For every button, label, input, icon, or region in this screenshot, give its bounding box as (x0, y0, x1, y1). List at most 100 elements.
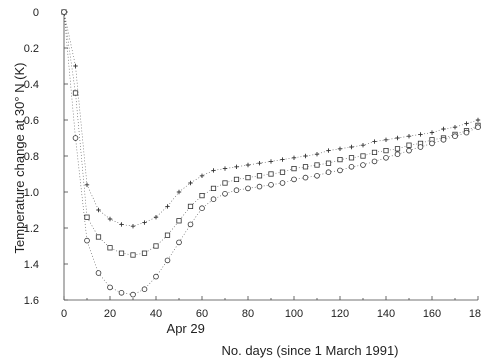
point-plus (475, 117, 481, 123)
point-circle (440, 137, 447, 143)
point-plus (245, 162, 251, 168)
point-plus (314, 152, 320, 157)
x-tick-label-5: 100 (285, 308, 303, 320)
point-circle (61, 9, 67, 15)
point-plus (372, 139, 377, 144)
point-plus (165, 204, 170, 209)
y-tick-label-8: 1.6 (24, 295, 39, 307)
series-layer (61, 9, 481, 298)
point-plus (441, 126, 446, 132)
point-circle (371, 158, 378, 165)
y-tick-label-3: 0.6 (24, 115, 39, 127)
point-square (199, 192, 205, 199)
point-square (394, 146, 401, 152)
point-circle (360, 162, 366, 168)
point-plus (142, 220, 147, 225)
point-square (107, 245, 113, 251)
x-tick-label-1: 20 (104, 308, 116, 320)
point-square (187, 203, 194, 209)
x-axis-title: No. days (since 1 March 1991) (221, 343, 398, 358)
point-square (314, 162, 320, 168)
point-plus (326, 148, 331, 153)
point-circle (325, 169, 332, 176)
point-circle (452, 133, 458, 140)
x-tick-label-7: 140 (377, 308, 395, 320)
point-circle (199, 205, 205, 212)
y-tick-label-0: 0 (33, 7, 39, 19)
point-square (279, 169, 286, 175)
point-circle (383, 155, 389, 161)
point-plus (130, 224, 136, 229)
point-square (256, 173, 263, 179)
annotation-apr29: Apr 29 (167, 321, 205, 336)
point-circle (187, 221, 194, 228)
point-square (95, 234, 102, 240)
point-plus (268, 159, 274, 164)
y-axis-title: Temperature change at 30° N (K) (12, 63, 27, 254)
point-plus (107, 216, 113, 222)
point-square (233, 176, 240, 182)
point-square (130, 252, 136, 258)
point-circle (245, 185, 251, 192)
point-plus (73, 63, 78, 69)
point-circle (256, 183, 263, 190)
point-plus (257, 161, 262, 166)
point-square (268, 171, 274, 177)
point-plus (406, 134, 412, 139)
point-circle (348, 164, 355, 170)
fit-curve-plus (63, 11, 479, 227)
x-tick-label-2: 40 (150, 308, 162, 320)
point-circle (475, 124, 481, 130)
x-tick-label-4: 80 (242, 308, 254, 320)
x-tick-label-8: 160 (423, 308, 441, 320)
point-plus (119, 222, 124, 227)
point-circle (406, 147, 412, 154)
point-circle (176, 239, 182, 246)
point-circle (95, 270, 102, 276)
point-plus (280, 157, 285, 162)
y-tick-label-6: 1.2 (24, 223, 39, 235)
point-square (337, 156, 343, 163)
point-circle (84, 237, 90, 244)
point-square (245, 174, 251, 181)
point-plus (452, 125, 458, 130)
point-circle (337, 167, 343, 174)
point-square (176, 218, 182, 224)
point-square (291, 165, 297, 172)
x-tick-label-3: 60 (196, 308, 208, 320)
point-square (72, 90, 79, 96)
point-circle (107, 284, 113, 291)
point-circle (164, 257, 171, 264)
point-circle (130, 291, 136, 298)
point-plus (418, 132, 423, 137)
y-tick-label-5: 1.0 (24, 187, 39, 199)
point-square (210, 185, 217, 191)
point-square (222, 180, 228, 186)
point-plus (234, 164, 239, 169)
point-plus (303, 153, 308, 159)
point-plus (211, 168, 216, 173)
y-tick-label-1: 0.2 (24, 43, 39, 55)
point-circle (222, 191, 228, 197)
y-tick-label-7: 1.4 (24, 259, 39, 271)
series-square (61, 9, 481, 258)
point-circle (314, 173, 320, 179)
point-plus (383, 137, 389, 142)
point-square (141, 250, 148, 256)
point-circle (394, 151, 401, 158)
point-square (406, 142, 412, 148)
point-circle (279, 180, 286, 186)
point-circle (153, 273, 159, 280)
x-tick-label-0: 0 (61, 308, 67, 320)
point-plus (176, 189, 182, 195)
point-square (325, 160, 332, 166)
fit-curve-circle (63, 11, 479, 295)
point-square (84, 214, 90, 220)
point-plus (291, 155, 297, 160)
point-square (164, 232, 171, 238)
y-tick-label-4: 0.8 (24, 151, 39, 163)
point-square (348, 155, 355, 161)
point-circle (268, 182, 274, 188)
point-circle (463, 129, 470, 136)
